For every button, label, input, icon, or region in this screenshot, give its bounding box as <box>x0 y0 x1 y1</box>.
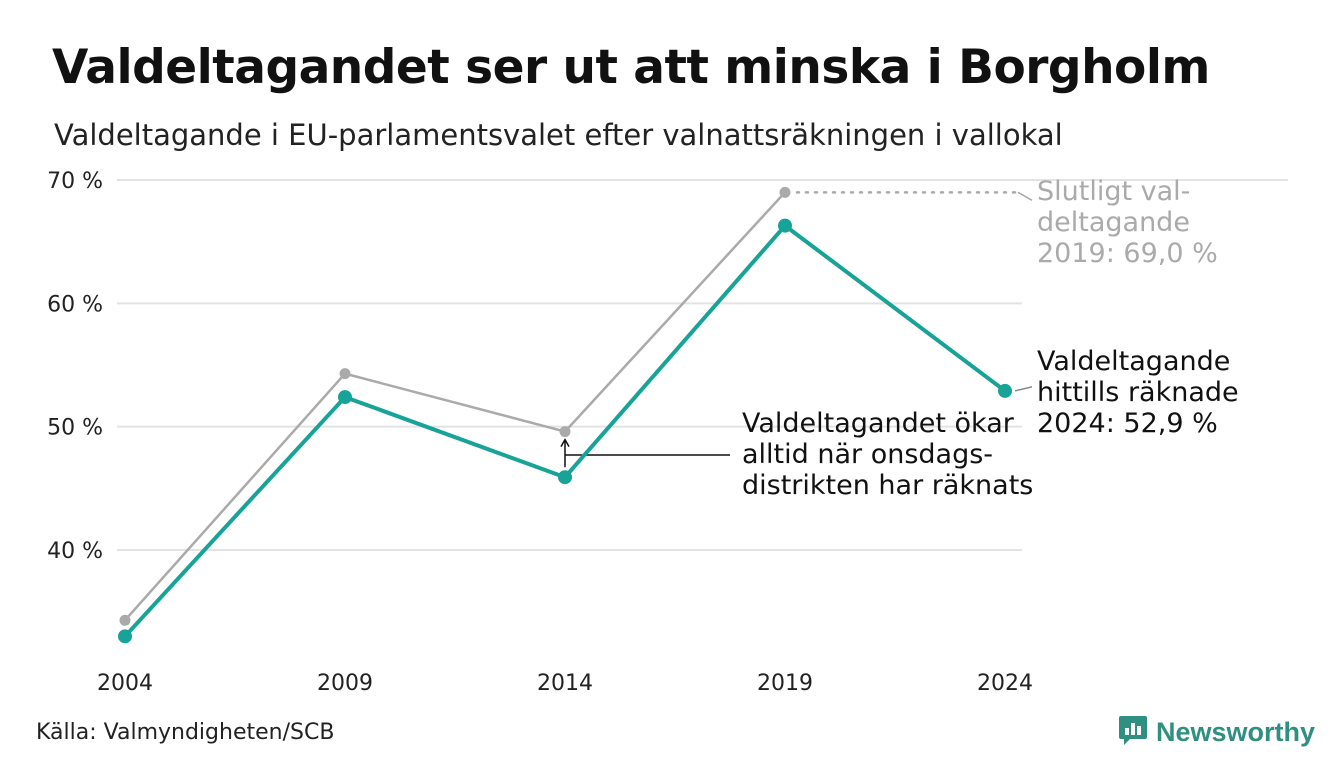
data-point-final <box>779 186 791 198</box>
chart-subtitle: Valdeltagande i EU-parlamentsvalet efter… <box>54 118 1063 152</box>
newsworthy-logo-icon <box>1118 714 1148 750</box>
data-point-counted <box>558 470 572 485</box>
annotation-final-2019: deltagande <box>1037 207 1190 238</box>
data-point-counted <box>338 390 352 405</box>
grid <box>117 179 1288 551</box>
series <box>118 186 1012 644</box>
line-chart: 40 % 50 % 60 % 70 % 2004 2009 2014 2019 2024 Sl… <box>47 169 1288 696</box>
x-axis: 2004 2009 2014 2019 2024 <box>97 671 1033 696</box>
data-point-counted <box>778 218 792 233</box>
annotation-final-2019: 2019: 69,0 % <box>1037 238 1218 269</box>
y-axis: 40 % 50 % 60 % 70 % <box>47 169 103 564</box>
increase-arrow-head <box>560 438 570 447</box>
annotation-final-2019: Slutligt val- <box>1037 176 1190 207</box>
annotation-counted-2024: 2024: 52,9 % <box>1037 408 1218 439</box>
brand-name: Newsworthy <box>1156 716 1316 747</box>
data-point-final <box>559 426 571 438</box>
chart-title: Valdeltagandet ser ut att minska i Borgh… <box>52 40 1210 95</box>
x-tick-label: 2009 <box>317 671 373 696</box>
annotation-increase: alltid när onsdags- <box>742 439 993 470</box>
x-tick-label: 2004 <box>97 671 153 696</box>
y-tick-label: 40 % <box>47 539 103 564</box>
annotation-counted-2024: hittills räknade <box>1037 377 1239 408</box>
source-note: Källa: Valmyndigheten/SCB <box>36 720 335 745</box>
annotation-connectors <box>560 191 1033 468</box>
annotation-counted-2024: Valdeltagande <box>1037 346 1230 377</box>
x-tick-label: 2024 <box>977 671 1033 696</box>
x-tick-label: 2014 <box>537 671 593 696</box>
y-tick-label: 50 % <box>47 416 103 441</box>
counted-2024-leader <box>1014 386 1033 392</box>
data-point-counted <box>998 383 1012 398</box>
annotation-increase: Valdeltagandet ökar <box>742 408 1015 439</box>
x-tick-label: 2019 <box>757 671 813 696</box>
data-point-counted <box>118 629 132 644</box>
series-line-final <box>123 191 787 622</box>
annotation-increase: distrikten har räknats <box>742 470 1033 501</box>
data-point-final <box>339 368 351 380</box>
y-tick-label: 70 % <box>47 169 103 194</box>
brand-logo: Newsworthy <box>1118 714 1315 750</box>
y-tick-label: 60 % <box>47 292 103 317</box>
data-point-final <box>119 614 131 626</box>
final-2019-leader-tick <box>1017 191 1033 201</box>
